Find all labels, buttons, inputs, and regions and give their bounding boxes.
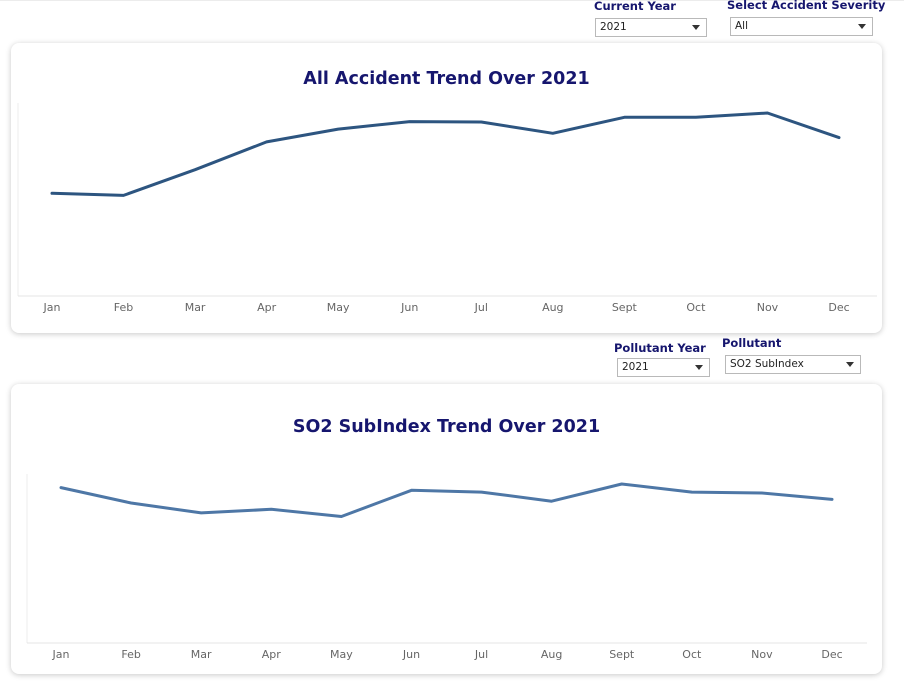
current-year-filter: Current Year 2021 bbox=[594, 0, 708, 40]
current-year-select[interactable]: 2021 bbox=[595, 18, 707, 37]
accident-x-tick-mar: Mar bbox=[185, 301, 206, 314]
chevron-down-icon[interactable] bbox=[695, 365, 703, 370]
accident-x-tick-jul: Jul bbox=[474, 301, 488, 314]
accident-trend-card: All Accident Trend Over 2021 Jan Feb Mar Ap… bbox=[11, 43, 882, 333]
pollutant-x-tick-feb: Feb bbox=[121, 648, 140, 661]
accident-x-tick-feb: Feb bbox=[114, 301, 133, 314]
pollutant-x-tick-nov: Nov bbox=[751, 648, 773, 661]
pollutant-x-tick-may: May bbox=[330, 648, 353, 661]
pollutant-series-line[interactable] bbox=[59, 482, 834, 518]
accident-point-sept[interactable] bbox=[618, 111, 630, 123]
pollutant-year-filter: Pollutant Year 2021 bbox=[614, 340, 712, 380]
accident-series-line[interactable] bbox=[50, 111, 841, 197]
accident-chart-title: All Accident Trend Over 2021 bbox=[303, 69, 590, 89]
accident-x-tick-may: May bbox=[327, 301, 350, 314]
accident-point-oct[interactable] bbox=[690, 111, 702, 123]
pollutant-x-tick-jun: Jun bbox=[402, 648, 420, 661]
pollutant-point-jun[interactable] bbox=[405, 484, 417, 496]
current-year-label: Current Year bbox=[594, 0, 676, 13]
accident-point-jan[interactable] bbox=[46, 187, 58, 199]
top-divider bbox=[0, 0, 904, 1]
accident-x-tick-dec: Dec bbox=[828, 301, 849, 314]
pollutant-chart-title: SO2 SubIndex Trend Over 2021 bbox=[292, 417, 601, 437]
chevron-down-icon[interactable] bbox=[858, 24, 866, 29]
chevron-down-icon[interactable] bbox=[846, 362, 854, 367]
accident-trend-chart: Jan Feb Mar Apr May Jun Jul Aug Sept Oct Nov Dec bbox=[17, 103, 877, 314]
accident-x-tick-nov: Nov bbox=[757, 301, 779, 314]
pollutant-x-tick-aug: Aug bbox=[541, 648, 562, 661]
pollutant-point-jul[interactable] bbox=[476, 486, 488, 498]
accident-x-tick-apr: Apr bbox=[257, 301, 277, 314]
accident-point-jul[interactable] bbox=[475, 116, 487, 128]
pollutant-x-tick-oct: Oct bbox=[682, 648, 702, 661]
pollutant-point-apr[interactable] bbox=[265, 503, 277, 515]
pollutant-point-feb[interactable] bbox=[125, 497, 137, 509]
chevron-down-icon[interactable] bbox=[692, 25, 700, 30]
accident-point-may[interactable] bbox=[332, 123, 344, 135]
pollutant-x-tick-dec: Dec bbox=[821, 648, 842, 661]
accident-x-tick-jan: Jan bbox=[43, 301, 61, 314]
pollutant-year-select[interactable]: 2021 bbox=[617, 358, 710, 377]
pollutant-trend-card: SO2 SubIndex Trend Over 2021 Jan Feb Mar Ap… bbox=[11, 384, 882, 674]
pollutant-x-tick-mar: Mar bbox=[191, 648, 212, 661]
accident-x-tick-jun: Jun bbox=[400, 301, 418, 314]
pollutant-point-mar[interactable] bbox=[195, 507, 207, 519]
accident-severity-value: All bbox=[735, 20, 749, 32]
pollutant-point-aug[interactable] bbox=[546, 495, 558, 507]
accident-point-dec[interactable] bbox=[833, 132, 845, 144]
current-year-value: 2021 bbox=[600, 21, 627, 33]
accident-point-feb[interactable] bbox=[118, 189, 130, 201]
pollutant-x-tick-jul: Jul bbox=[474, 648, 488, 661]
accident-point-apr[interactable] bbox=[261, 136, 273, 148]
accident-x-tick-oct: Oct bbox=[686, 301, 706, 314]
accident-x-tick-aug: Aug bbox=[542, 301, 563, 314]
pollutant-select[interactable]: SO2 SubIndex bbox=[725, 355, 861, 374]
pollutant-label: Pollutant bbox=[722, 336, 782, 350]
pollutant-filter: Pollutant SO2 SubIndex bbox=[722, 336, 862, 376]
accident-point-nov[interactable] bbox=[761, 107, 773, 119]
pollutant-point-sept[interactable] bbox=[616, 478, 628, 490]
accident-severity-select[interactable]: All bbox=[730, 17, 873, 36]
accident-severity-label: Select Accident Severity bbox=[727, 0, 886, 12]
pollutant-point-jan[interactable] bbox=[55, 482, 67, 494]
pollutant-x-tick-jan: Jan bbox=[52, 648, 70, 661]
accident-point-jun[interactable] bbox=[404, 116, 416, 128]
pollutant-point-may[interactable] bbox=[335, 511, 347, 523]
pollutant-year-value: 2021 bbox=[622, 361, 649, 373]
accident-point-mar[interactable] bbox=[189, 164, 201, 176]
pollutant-x-tick-apr: Apr bbox=[262, 648, 282, 661]
pollutant-point-nov[interactable] bbox=[756, 487, 768, 499]
pollutant-x-tick-sept: Sept bbox=[609, 648, 635, 661]
pollutant-point-oct[interactable] bbox=[686, 486, 698, 498]
pollutant-point-dec[interactable] bbox=[826, 493, 838, 505]
pollutant-year-label: Pollutant Year bbox=[614, 341, 706, 355]
pollutant-trend-chart: Jan Feb Mar Apr May Jun Jul Aug Sept Oct Nov Dec bbox=[26, 474, 867, 661]
accident-severity-filter: Select Accident Severity All bbox=[727, 0, 885, 40]
accident-x-tick-sept: Sept bbox=[612, 301, 638, 314]
accident-point-aug[interactable] bbox=[547, 127, 559, 139]
pollutant-value: SO2 SubIndex bbox=[730, 358, 804, 370]
